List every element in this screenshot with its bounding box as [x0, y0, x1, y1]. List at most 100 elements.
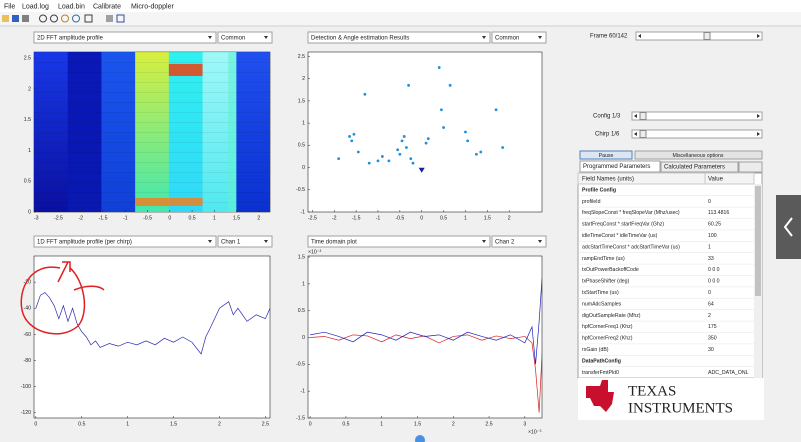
tab[interactable]	[660, 161, 739, 173]
selector[interactable]	[491, 31, 547, 44]
heatmap-stripe	[135, 122, 170, 123]
table-cell: 60.25	[708, 222, 721, 228]
icon-datatip[interactable]	[84, 14, 93, 23]
heatmap-stripe	[101, 122, 136, 123]
menu-item[interactable]: File	[4, 3, 15, 10]
tab-more[interactable]	[738, 161, 763, 173]
chirp-label: Chirp 1/6	[595, 132, 620, 138]
selector-text[interactable]: Common	[495, 35, 519, 41]
y-tick-label: 0	[302, 165, 305, 171]
slider-right	[757, 34, 760, 38]
heatmap-stripe	[67, 52, 102, 53]
detected-point	[437, 66, 441, 69]
dropdown[interactable]	[307, 235, 491, 248]
selector-text[interactable]: Common	[221, 35, 245, 41]
selector-text[interactable]: Chan 2	[495, 239, 515, 245]
menu-item[interactable]: Load.log	[22, 3, 49, 10]
heatmap-stripe	[202, 92, 237, 93]
toolbar	[0, 12, 801, 26]
y-tick-label: -1.5	[296, 415, 305, 421]
selector[interactable]	[491, 235, 547, 248]
slider-track[interactable]	[635, 31, 763, 41]
selector-text[interactable]: Chan 1	[221, 239, 241, 245]
misc-text[interactable]: Miscellaneous options	[672, 153, 723, 159]
heatmap-stripe	[101, 132, 136, 133]
trace	[310, 278, 542, 365]
detected-point	[494, 108, 498, 112]
detected-point	[352, 132, 356, 136]
dropdown[interactable]	[33, 31, 217, 44]
icon-zoom-out[interactable]	[50, 14, 58, 23]
dropdown-text[interactable]: Detection & Angle estimation Results	[311, 35, 409, 41]
tab-active[interactable]	[579, 160, 661, 173]
heatmap-stripe	[101, 192, 136, 193]
heatmap-stripe	[67, 62, 102, 63]
icon-legend[interactable]	[116, 14, 125, 23]
slider-track[interactable]	[631, 129, 763, 139]
scroll-thumb[interactable]	[755, 186, 761, 296]
slider-thumb[interactable]	[639, 130, 647, 138]
annotation-circle	[20, 266, 86, 335]
menu-item[interactable]: Micro-doppler	[131, 3, 174, 10]
misc-button[interactable]	[634, 150, 763, 160]
table-cell: digOutSampleRate (Mhz)	[582, 313, 641, 319]
menu-item[interactable]: Load.bin	[58, 3, 85, 10]
side-toggle[interactable]	[776, 195, 801, 259]
heatmap-stripe	[67, 172, 102, 173]
slider-right	[757, 132, 760, 136]
heatmap-stripe	[101, 112, 136, 113]
heatmap-stripe	[236, 82, 270, 83]
dropdown-arrow	[482, 240, 486, 243]
tab[interactable]: Calculated Parameters	[664, 165, 725, 171]
x-tick-label: -2	[332, 215, 337, 221]
pause-text[interactable]: Pause	[599, 153, 614, 159]
x-tick-label: -3	[34, 215, 39, 221]
slider-thumb[interactable]	[639, 112, 647, 120]
icon-zoom-in[interactable]	[39, 14, 47, 23]
table-cell: 113.4816	[708, 210, 729, 216]
icon-save[interactable]	[12, 15, 19, 22]
selector[interactable]	[217, 235, 273, 248]
x-tick-label: 2	[218, 421, 221, 427]
heatmap-stripe	[135, 112, 170, 113]
table-cell: profileId	[582, 199, 601, 205]
detected-point	[396, 148, 400, 152]
icon-colorbar[interactable]	[106, 15, 113, 22]
toolbar-icons[interactable]	[2, 14, 125, 23]
heatmap-stripe	[236, 162, 270, 163]
detected-point	[411, 161, 415, 165]
heatmap-stripe	[67, 152, 102, 153]
cursor-dot	[415, 435, 425, 442]
dropdown[interactable]	[33, 235, 217, 248]
table-cell: freqSlopeConst * freqSlopeVar (Mhz/usec)	[582, 210, 680, 216]
dropdown-text[interactable]: 1D FFT amplitude profile (per chirp)	[37, 239, 132, 245]
icon-open[interactable]	[2, 15, 9, 22]
detected-point	[363, 92, 367, 96]
heatmap-stripe	[101, 172, 136, 173]
icon-rotate[interactable]	[72, 14, 80, 23]
icon-pan[interactable]	[61, 14, 69, 23]
plot-area	[307, 255, 543, 419]
heatmap-stripe	[67, 82, 102, 83]
dropdown-text[interactable]: Time domain plot	[311, 239, 357, 245]
x-tick-label: 2	[508, 215, 511, 221]
dropdown-text[interactable]: 2D FFT amplitude profile	[37, 35, 104, 41]
y-tick-label: 2	[302, 76, 305, 82]
heatmap-stripe	[101, 82, 136, 83]
heatmap-stripe	[168, 132, 204, 133]
x-tick-label: 1.5	[414, 421, 421, 427]
slider-track[interactable]	[631, 111, 763, 121]
tab[interactable]: Programmed Parameters	[583, 164, 650, 170]
x-tick-label: 2	[257, 215, 260, 221]
heatmap-column	[34, 52, 69, 212]
selector[interactable]	[217, 31, 273, 44]
heatmap-stripe	[168, 152, 204, 153]
icon-print[interactable]	[22, 15, 29, 22]
pause-button[interactable]	[579, 150, 633, 160]
plot-content	[35, 292, 270, 355]
heatmap-stripe	[236, 132, 270, 133]
dropdown[interactable]	[307, 31, 491, 44]
menu-item[interactable]: Calibrate	[93, 3, 121, 10]
slider-thumb[interactable]	[703, 32, 711, 40]
heatmap-stripe	[236, 172, 270, 173]
